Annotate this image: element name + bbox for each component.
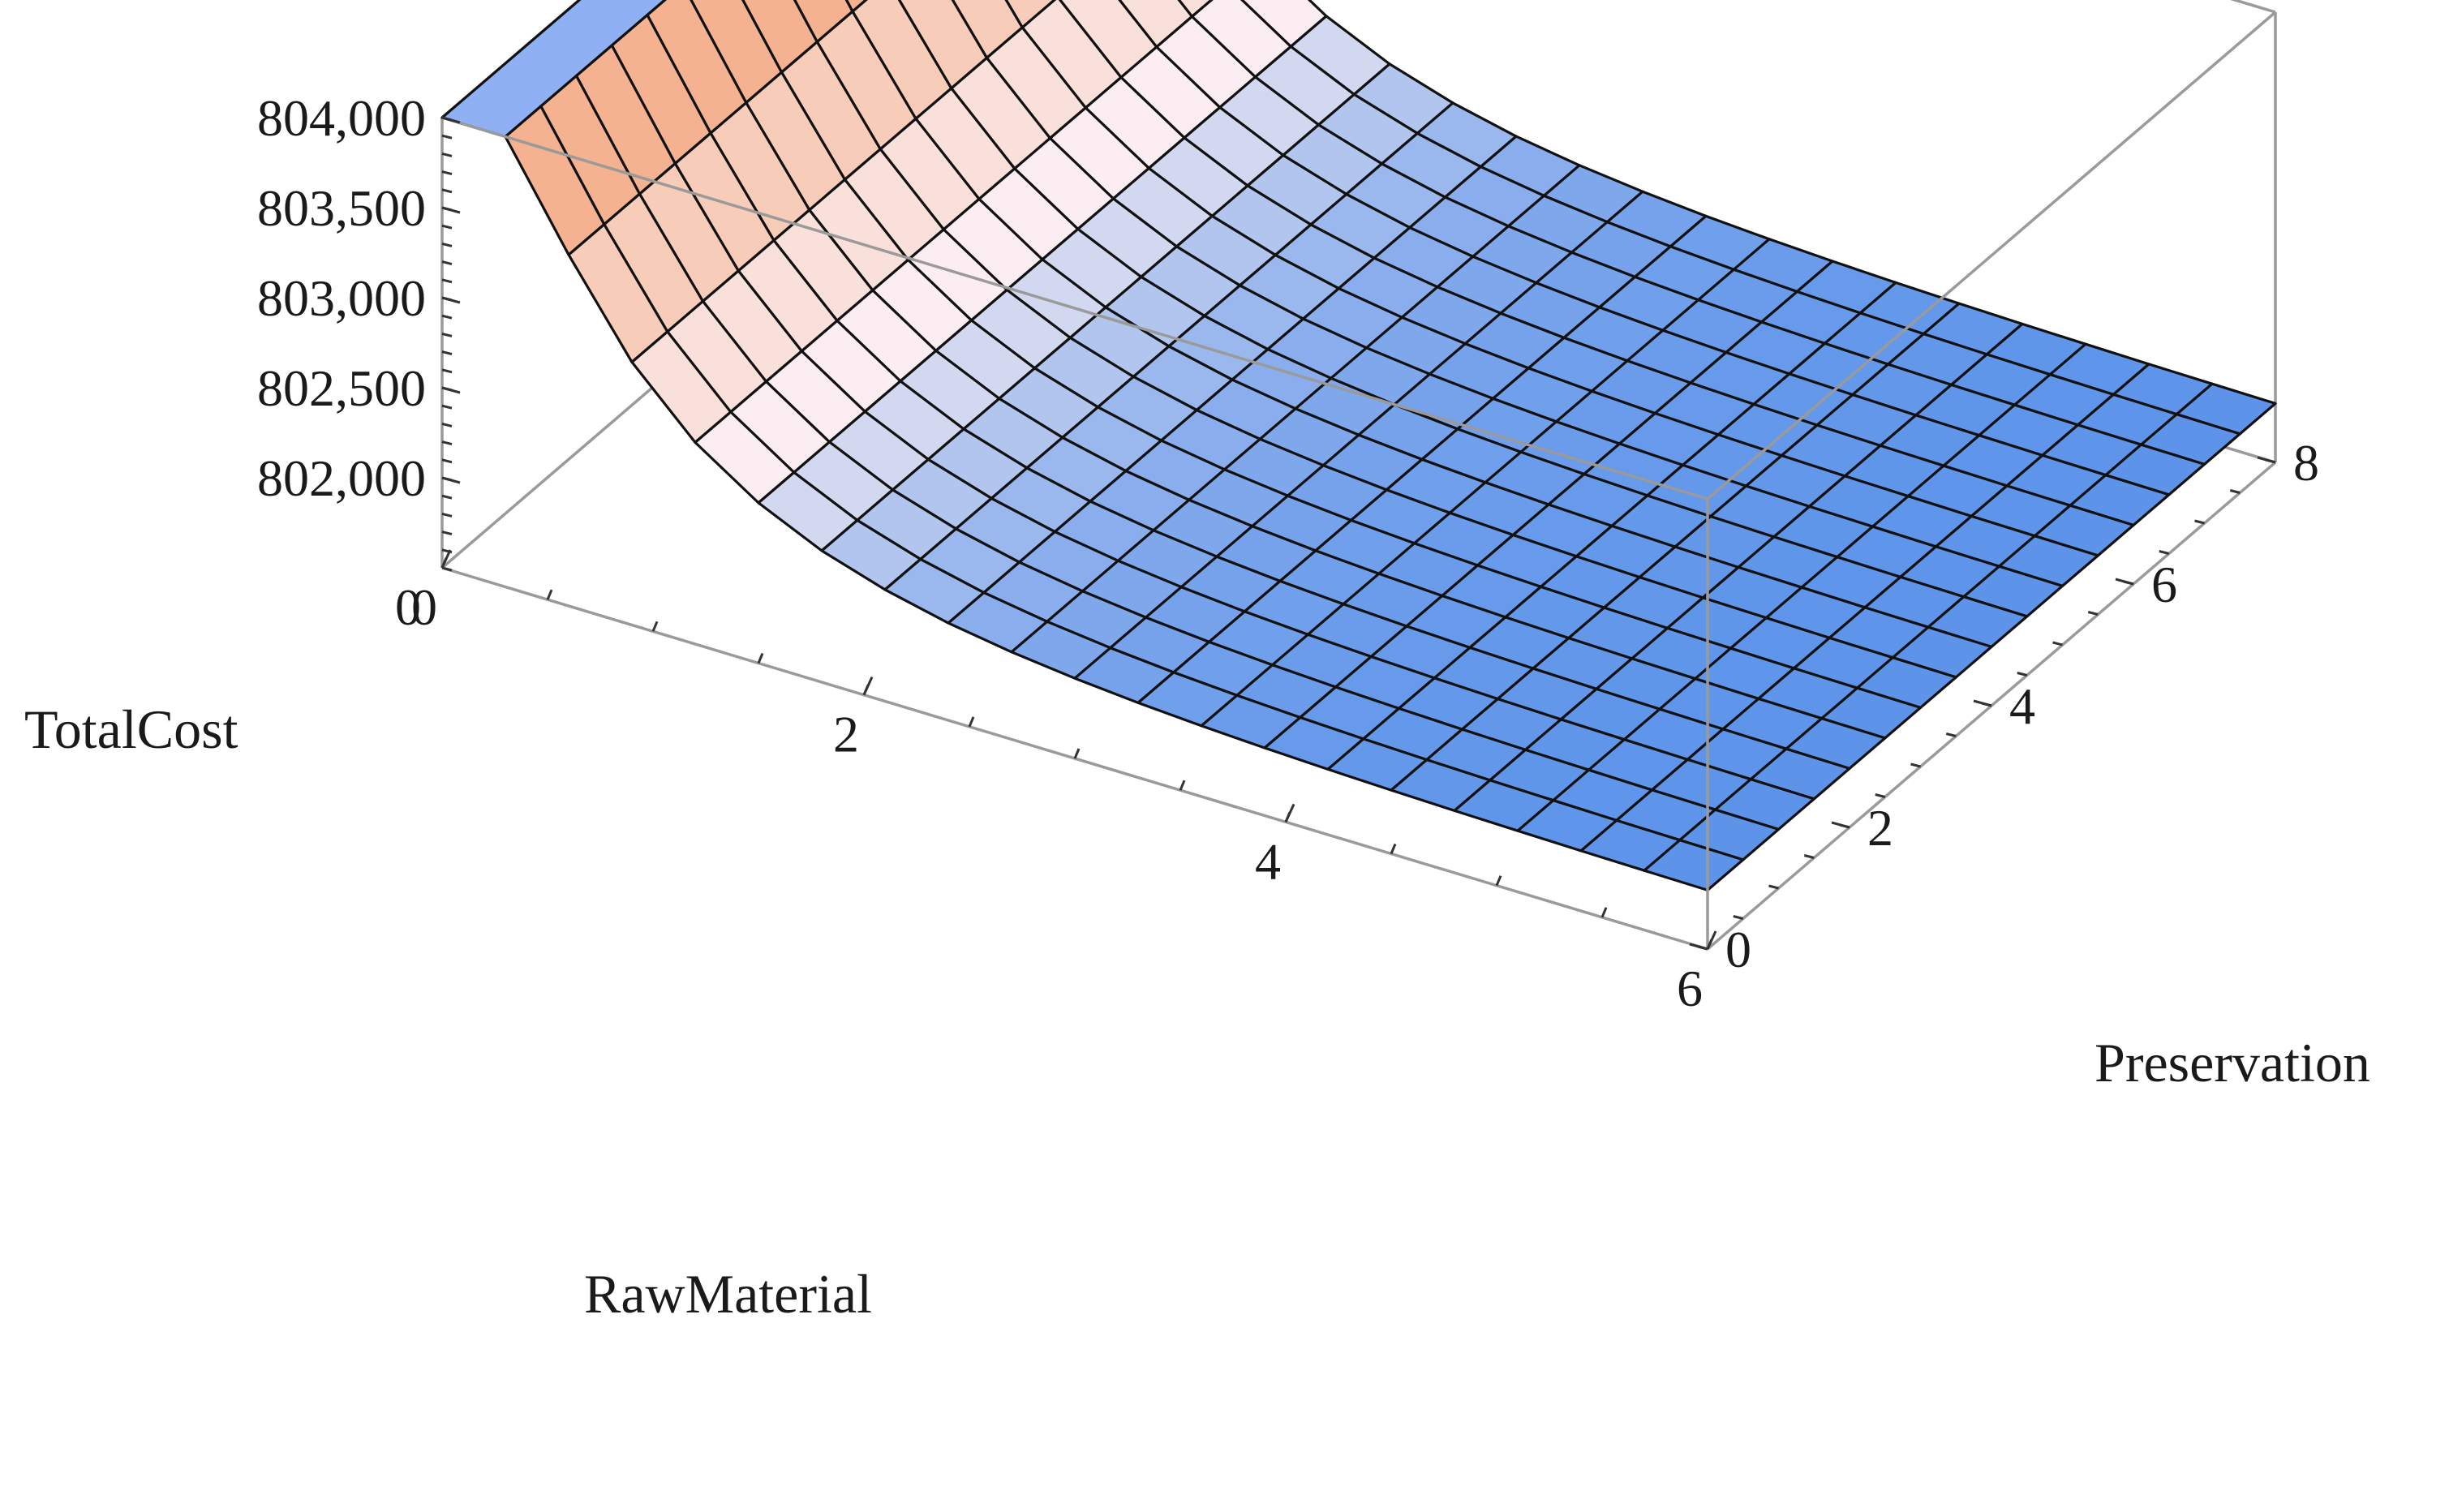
z-axis-label: TotalCost <box>24 698 238 760</box>
z-minor-tick <box>441 530 453 536</box>
x-minor-tick <box>862 685 870 696</box>
x-minor-tick <box>1390 843 1397 855</box>
x-minor-tick <box>651 621 659 632</box>
box-edge <box>1706 11 2277 500</box>
z-tick-label: 802,500 <box>257 359 426 417</box>
z-minor-tick <box>441 494 453 500</box>
z-minor-tick <box>441 134 453 140</box>
y-minor-tick <box>2229 489 2241 494</box>
y-minor-tick <box>2159 550 2170 555</box>
z-minor-tick <box>441 242 453 247</box>
box-edge <box>441 116 1708 500</box>
x-minor-tick <box>440 557 448 569</box>
y-minor-tick <box>1910 762 1921 768</box>
z-tick-label: 803,500 <box>257 179 426 237</box>
z-minor-tick <box>441 368 453 374</box>
z-minor-tick <box>441 206 453 212</box>
z-minor-tick <box>441 296 453 302</box>
y-minor-tick <box>1768 884 1779 890</box>
z-tick-label: 802,000 <box>257 449 426 507</box>
z-minor-tick <box>441 116 453 122</box>
axis-ticks: 024602468802,000802,500803,000803,500804… <box>257 89 2319 1017</box>
y-minor-tick <box>1839 823 1850 829</box>
z-minor-tick <box>441 170 453 176</box>
z-minor-tick <box>441 332 453 337</box>
z-minor-tick <box>441 512 453 518</box>
surface-cell <box>1643 839 1745 892</box>
z-minor-tick <box>441 404 453 410</box>
x-minor-tick <box>757 652 764 664</box>
z-minor-tick <box>441 440 453 446</box>
x-minor-tick <box>546 589 553 600</box>
x-minor-tick <box>1284 811 1291 823</box>
y-tick-label: 2 <box>1867 799 1893 857</box>
y-minor-tick <box>2265 458 2276 464</box>
cost-surface <box>440 0 2277 892</box>
y-minor-tick <box>1875 793 1886 798</box>
x-tick-label: 0 <box>411 578 437 636</box>
z-minor-tick <box>441 386 453 392</box>
y-minor-tick <box>1733 915 1744 920</box>
x-tick-label: 6 <box>1677 960 1703 1017</box>
x-minor-tick <box>1179 780 1186 791</box>
x-tick-label: 4 <box>1255 832 1281 890</box>
z-minor-tick <box>441 278 453 284</box>
z-minor-tick <box>441 224 453 230</box>
z-minor-tick <box>441 422 453 427</box>
y-minor-tick <box>2017 672 2028 677</box>
y-minor-tick <box>2123 580 2134 586</box>
y-minor-tick <box>1697 945 1708 951</box>
y-minor-tick <box>1981 702 1992 707</box>
z-minor-tick <box>441 476 453 482</box>
y-minor-tick <box>1803 854 1815 859</box>
y-tick-label: 0 <box>1725 921 1751 978</box>
z-tick-label: 803,000 <box>257 269 426 327</box>
x-minor-tick <box>1600 907 1608 918</box>
z-minor-tick <box>441 314 453 320</box>
z-minor-tick <box>441 260 453 266</box>
y-tick-label: 6 <box>2151 556 2177 613</box>
y-minor-tick <box>2194 519 2205 525</box>
z-minor-tick <box>441 188 453 194</box>
x-minor-tick <box>1073 748 1081 759</box>
x-minor-tick <box>968 716 975 728</box>
z-tick-label: 804,000 <box>257 89 426 147</box>
x-axis-label: RawMaterial <box>584 1263 872 1325</box>
surface-cell <box>1177 0 1214 18</box>
x-tick-label: 2 <box>833 706 859 763</box>
x-origin-label: 0 <box>395 578 421 636</box>
z-minor-tick <box>441 458 453 464</box>
z-minor-tick <box>441 566 453 572</box>
z-minor-tick <box>441 152 453 157</box>
y-minor-tick <box>1945 732 1957 737</box>
x-minor-tick <box>1706 939 1713 950</box>
z-minor-tick <box>441 350 453 356</box>
y-minor-tick <box>2087 611 2099 616</box>
z-minor-tick <box>441 548 453 554</box>
y-tick-label: 4 <box>2009 677 2035 735</box>
surface-cell <box>1004 0 1057 29</box>
y-axis-label: Preservation <box>2095 1032 2370 1093</box>
y-tick-label: 8 <box>2293 434 2319 492</box>
x-minor-tick <box>1495 875 1502 887</box>
y-minor-tick <box>2052 641 2063 646</box>
